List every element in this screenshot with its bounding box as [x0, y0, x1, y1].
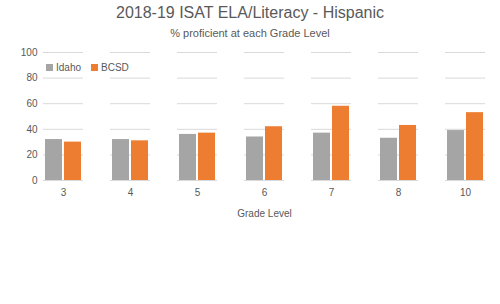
html-text:BCSD: BCSD [101, 62, 129, 73]
svg-text:5: 5 [195, 187, 201, 198]
svg-text:4: 4 [128, 187, 134, 198]
svg-text:10: 10 [460, 187, 472, 198]
html-text:2018-19 ISAT ELA/Literacy - Hi: 2018-19 ISAT ELA/Literacy - Hispanic [116, 4, 384, 21]
html-text:% proficient at each Grade Lev: % proficient at each Grade Level [170, 27, 330, 39]
svg-text:100: 100 [21, 47, 38, 58]
html-text:Idaho: Idaho [56, 62, 81, 73]
svg-text:Grade Level: Grade Level [237, 208, 291, 219]
svg-text:80: 80 [26, 72, 38, 83]
svg-text:40: 40 [26, 124, 38, 135]
svg-text:6: 6 [262, 187, 268, 198]
svg-text:0: 0 [32, 175, 38, 186]
svg-text:60: 60 [26, 98, 38, 109]
svg-text:8: 8 [396, 187, 402, 198]
svg-text:3: 3 [61, 187, 67, 198]
svg-text:7: 7 [329, 187, 335, 198]
svg-text:20: 20 [26, 149, 38, 160]
